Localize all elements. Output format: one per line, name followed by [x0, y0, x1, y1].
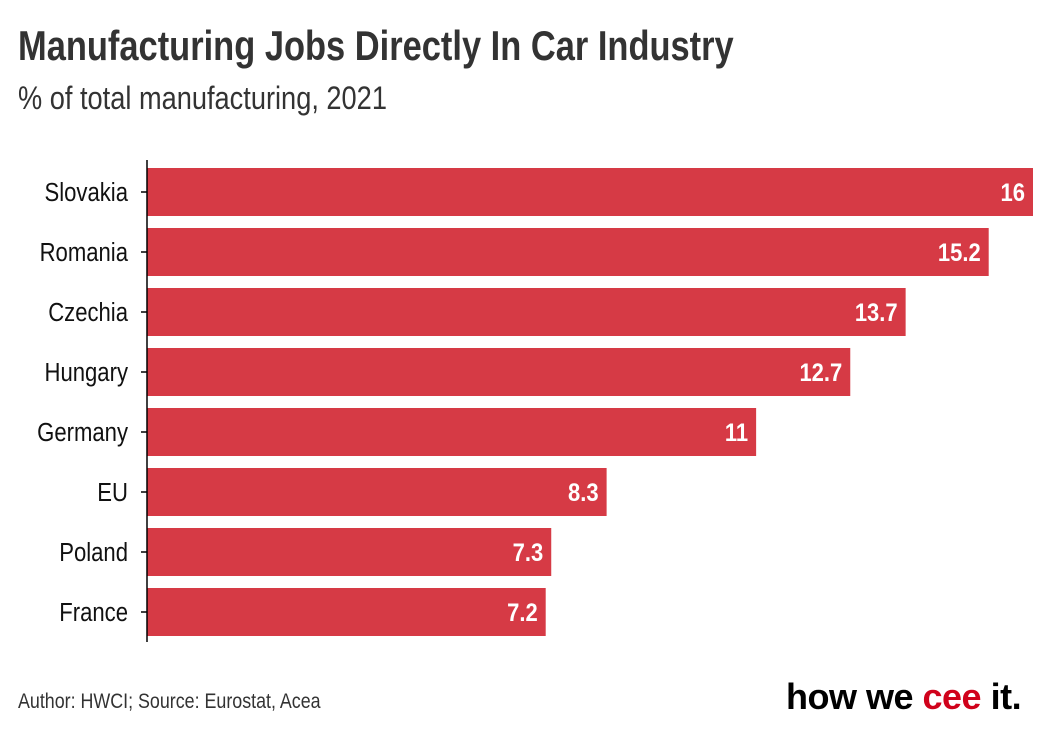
value-label: 11 — [725, 419, 748, 447]
category-label: Germany — [37, 418, 128, 447]
value-label: 8.3 — [568, 479, 599, 507]
bar-eu — [147, 468, 607, 516]
source-credit: Author: HWCI; Source: Eurostat, Acea — [18, 690, 374, 714]
bar-czechia — [147, 288, 906, 336]
value-label: 7.3 — [513, 539, 544, 567]
value-label: 15.2 — [938, 239, 981, 267]
value-label: 12.7 — [799, 359, 842, 387]
bar-hungary — [147, 348, 851, 396]
bar-chart: Slovakia 16 Romania 15.2 Czechia 13.7 Hungary 1… — [37, 160, 1033, 642]
footer-text: Author: HWCI; Source: Eurostat, Acea — [18, 690, 321, 713]
value-label: 16 — [1001, 179, 1025, 207]
value-label: 7.2 — [507, 599, 538, 627]
logo-part1: how we — [786, 676, 923, 717]
subtitle-text: % of total manufacturing, 2021 — [18, 80, 387, 116]
bar-poland — [147, 528, 552, 576]
category-label: Czechia — [48, 298, 128, 327]
bar-slovakia — [147, 168, 1033, 216]
bar-france — [147, 588, 546, 636]
logo-part2: cee — [922, 676, 982, 717]
bar-germany — [147, 408, 757, 456]
category-label: EU — [97, 478, 128, 507]
category-label: Hungary — [45, 358, 128, 387]
logo-part3: it. — [981, 676, 1022, 717]
bar-romania — [147, 228, 989, 276]
category-label: Poland — [59, 538, 128, 567]
value-label: 13.7 — [855, 299, 898, 327]
category-label: France — [59, 598, 128, 627]
chart-subtitle: % of total manufacturing, 2021 — [18, 80, 452, 117]
chart-title: Manufacturing Jobs Directly In Car Indus… — [18, 22, 891, 70]
brand-logo: how we cee it. — [786, 676, 1022, 718]
title-text: Manufacturing Jobs Directly In Car Indus… — [18, 22, 734, 69]
category-label: Romania — [40, 238, 129, 267]
category-label: Slovakia — [45, 178, 129, 207]
